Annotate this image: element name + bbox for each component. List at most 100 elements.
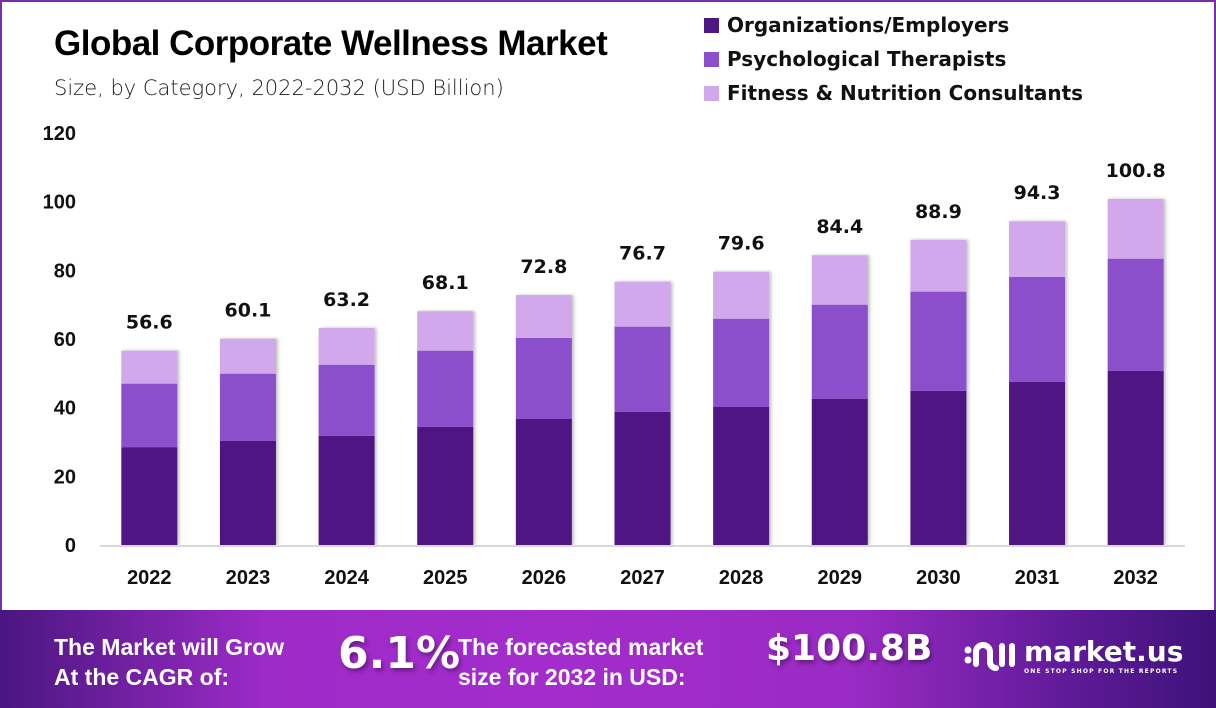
y-tick-label: 0	[65, 535, 76, 557]
bar-segment-organizations	[121, 447, 178, 545]
cagr-caption-line2: At the CAGR of:	[54, 664, 230, 690]
total-data-label: 84.4	[816, 216, 863, 238]
x-axis: 2022 2023 2024 2025 2026 2027 2028 2029 2030 2031…	[127, 567, 1158, 589]
x-tick-label: 2031	[1015, 567, 1060, 589]
x-tick-label: 2027	[620, 567, 665, 589]
legend-item-psychological: Psychological Therapists	[704, 42, 1083, 76]
forecast-caption: The forecasted market size for 2032 in U…	[458, 632, 703, 692]
bar-segment-psychological	[1107, 258, 1164, 371]
y-tick-label: 60	[54, 329, 76, 351]
legend-item-fitness: Fitness & Nutrition Consultants	[704, 76, 1083, 110]
bar-stack	[1009, 221, 1066, 545]
chart-subtitle: Size, by Category, 2022-2032 (USD Billio…	[54, 76, 504, 100]
y-axis: 0 20 40 60 80 100 120	[43, 123, 76, 557]
logo-tagline: ONE STOP SHOP FOR THE REPORTS	[1024, 667, 1179, 675]
market-us-logo: market.us ONE STOP SHOP FOR THE REPORTS	[962, 636, 1183, 676]
bar-segment-fitness	[417, 311, 474, 351]
legend-label: Organizations/Employers	[727, 13, 1010, 37]
bar-segment-fitness	[1107, 198, 1164, 259]
total-data-label: 60.1	[225, 300, 272, 322]
y-tick-label: 120	[43, 123, 76, 145]
stacked-bar-chart: 0 20 40 60 80 100 120 2022 2023 2024 2025 2026 2027…	[43, 123, 1185, 589]
total-data-label: 94.3	[1014, 182, 1061, 204]
bar-segment-organizations	[614, 411, 671, 545]
y-tick-label: 40	[54, 398, 76, 420]
x-tick-label: 2026	[522, 567, 567, 589]
bar-segment-fitness	[515, 295, 572, 338]
legend-label: Psychological Therapists	[727, 47, 1007, 71]
total-data-label: 76.7	[619, 243, 666, 265]
bar-stack	[318, 328, 375, 545]
bar-segment-organizations	[1107, 370, 1164, 545]
bar-segment-psychological	[910, 291, 967, 391]
bar-segment-organizations	[910, 390, 967, 545]
legend-label: Fitness & Nutrition Consultants	[727, 81, 1084, 105]
bar-segment-fitness	[1009, 221, 1066, 277]
bar-segment-psychological	[713, 318, 770, 407]
y-tick-label: 80	[54, 260, 76, 282]
bar-stack	[1107, 198, 1164, 545]
bar-stack	[515, 295, 572, 545]
x-tick-label: 2025	[423, 567, 468, 589]
forecast-value: $100.8B	[766, 628, 933, 669]
bar-segment-psychological	[1009, 276, 1066, 382]
bar-segment-fitness	[811, 255, 868, 305]
cagr-value: 6.1%	[338, 628, 461, 679]
bar-segment-organizations	[515, 418, 572, 545]
bar-segment-fitness	[614, 281, 671, 327]
legend-item-organizations: Organizations/Employers	[704, 8, 1083, 42]
market-us-logo-icon	[964, 642, 1015, 671]
bar-segment-psychological	[417, 350, 474, 427]
bar-segment-organizations	[1009, 381, 1066, 545]
total-data-label: 72.8	[520, 256, 567, 278]
chart-title: Global Corporate Wellness Market	[54, 24, 608, 63]
bar-segment-psychological	[219, 373, 276, 441]
bar-stack	[417, 311, 474, 545]
x-tick-label: 2022	[127, 567, 172, 589]
bar-segment-organizations	[318, 435, 375, 545]
bar-segment-fitness	[121, 350, 178, 384]
legend-swatch-organizations	[704, 17, 719, 33]
bar-segment-fitness	[219, 338, 276, 374]
bar-segment-psychological	[121, 383, 178, 448]
bar-stack	[219, 338, 276, 545]
forecast-caption-line1: The forecasted market	[458, 634, 704, 660]
bar-stack	[910, 239, 967, 545]
x-tick-label: 2029	[818, 567, 863, 589]
bar-segment-organizations	[417, 426, 474, 545]
bar-segment-psychological	[318, 364, 375, 436]
total-data-label: 68.1	[422, 272, 469, 294]
bar-stack	[614, 281, 671, 545]
logo-wordmark: market.us	[1024, 634, 1184, 668]
data-labels: 56.6 60.1 63.2 68.1 72.8 76.7 79.6 84.4 88.9 94.3…	[126, 160, 1166, 334]
x-tick-label: 2032	[1113, 567, 1158, 589]
x-tick-label: 2023	[226, 567, 271, 589]
total-data-label: 88.9	[915, 201, 962, 223]
summary-banner: The Market will Grow At the CAGR of: 6.1…	[0, 610, 1216, 708]
bar-segment-organizations	[219, 440, 276, 545]
total-data-label: 79.6	[718, 233, 765, 255]
forecast-caption-line2: size for 2032 in USD:	[458, 664, 686, 690]
bar-stack	[713, 271, 770, 545]
legend: Organizations/Employers Psychological Th…	[704, 8, 1083, 110]
market-us-logo-text: market.us ONE STOP SHOP FOR THE REPORTS	[1024, 634, 1184, 675]
bar-segment-fitness	[318, 328, 375, 365]
total-data-label: 100.8	[1106, 160, 1166, 182]
x-tick-label: 2028	[719, 567, 764, 589]
bar-stack	[121, 350, 178, 545]
cagr-caption: The Market will Grow At the CAGR of:	[54, 632, 284, 692]
bar-stack	[811, 255, 868, 545]
bar-segment-psychological	[515, 337, 572, 419]
bar-segment-psychological	[811, 304, 868, 399]
total-data-label: 63.2	[323, 289, 370, 311]
bar-segment-organizations	[811, 398, 868, 545]
bar-segment-fitness	[713, 271, 770, 319]
bar-segment-psychological	[614, 326, 671, 412]
bars	[121, 198, 1164, 545]
y-tick-label: 100	[43, 192, 76, 214]
cagr-caption-line1: The Market will Grow	[54, 634, 285, 660]
y-tick-label: 20	[54, 466, 76, 488]
x-tick-label: 2024	[324, 567, 369, 589]
total-data-label: 56.6	[126, 312, 173, 334]
legend-swatch-fitness	[704, 85, 719, 101]
